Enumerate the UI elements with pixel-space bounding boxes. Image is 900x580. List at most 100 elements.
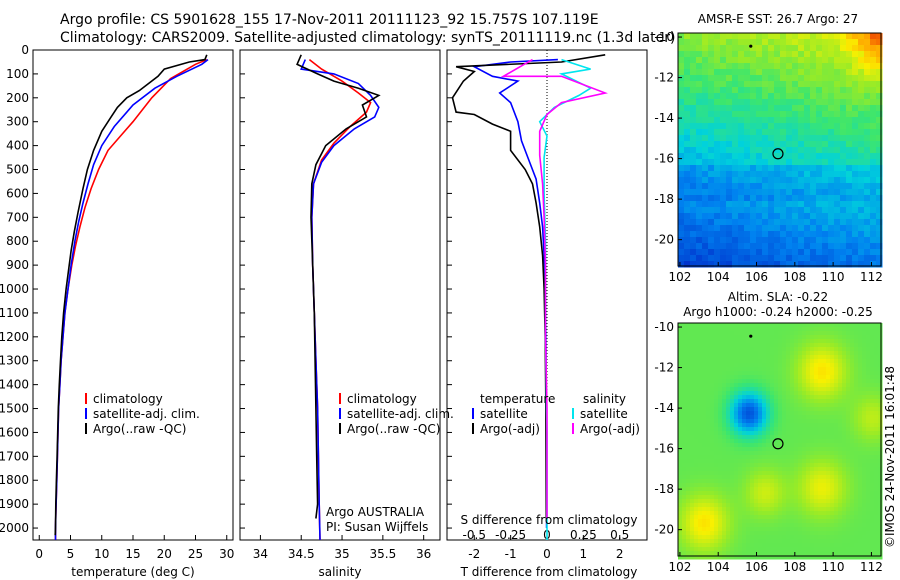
sst-cell	[774, 63, 781, 70]
sla-cell	[694, 359, 699, 364]
sst-cell	[768, 81, 775, 88]
sla-cell	[714, 323, 719, 328]
sla-cell	[694, 511, 699, 516]
salinity-line-1	[300, 59, 380, 541]
sla-cell	[810, 391, 815, 396]
sla-cell	[798, 339, 803, 344]
sla-cell	[774, 507, 779, 512]
sla-cell	[726, 331, 731, 336]
sla-cell	[802, 419, 807, 424]
sst-cell	[762, 51, 769, 58]
sla-cell	[846, 507, 851, 512]
sst-cell	[732, 57, 739, 64]
sla-cell	[678, 455, 683, 460]
sla-cell	[706, 423, 711, 428]
sst-cell	[732, 261, 739, 268]
sst-cell	[750, 63, 757, 70]
sla-cell	[770, 379, 775, 384]
sla-cell	[726, 359, 731, 364]
sla-cell	[846, 403, 851, 408]
sst-cell	[840, 219, 847, 226]
sla-cell	[810, 511, 815, 516]
sla-cell	[750, 403, 755, 408]
sla-cell	[870, 343, 875, 348]
sla-cell	[870, 407, 875, 412]
sla-cell	[814, 455, 819, 460]
sla-cell	[762, 543, 767, 548]
sla-cell	[814, 371, 819, 376]
sla-cell	[778, 511, 783, 516]
sla-cell	[786, 335, 791, 340]
sla-cell	[818, 335, 823, 340]
sla-cell	[710, 335, 715, 340]
sla-cell	[750, 503, 755, 508]
sla-cell	[746, 415, 751, 420]
sla-cell	[706, 551, 711, 556]
sst-cell	[792, 135, 799, 142]
sla-cell	[778, 551, 783, 556]
sla-cell	[838, 455, 843, 460]
sst-cell	[720, 123, 727, 130]
sla-cell	[802, 343, 807, 348]
sla-cell	[798, 403, 803, 408]
sla-cell	[806, 419, 811, 424]
sst-cell	[864, 237, 871, 244]
sla-cell	[754, 443, 759, 448]
sst-cell	[774, 135, 781, 142]
sla-cell	[802, 479, 807, 484]
sst-cell	[876, 159, 883, 166]
sla-cell	[678, 443, 683, 448]
sst-cell	[714, 75, 721, 82]
sla-cell	[718, 467, 723, 472]
sla-cell	[794, 467, 799, 472]
sla-cell	[874, 395, 879, 400]
sla-cell	[750, 375, 755, 380]
sla-cell	[734, 339, 739, 344]
sla-cell	[818, 499, 823, 504]
sst-cell	[708, 207, 715, 214]
sla-cell	[742, 443, 747, 448]
difference-axes: -2 -1 0 1 2-0.5 -0.25 0 0.25 0.5	[447, 49, 629, 561]
sla-cell	[866, 411, 871, 416]
sla-cell	[702, 491, 707, 496]
sla-cell	[858, 495, 863, 500]
sla-cell	[838, 511, 843, 516]
sla-cell	[722, 415, 727, 420]
sla-cell	[866, 439, 871, 444]
sst-cell	[828, 87, 835, 94]
sla-cell	[714, 383, 719, 388]
sla-cell	[850, 515, 855, 520]
sla-cell	[758, 523, 763, 528]
sla-cell	[854, 467, 859, 472]
sst-cell	[810, 87, 817, 94]
sla-cell	[782, 531, 787, 536]
sla-cell	[726, 491, 731, 496]
sst-cell	[738, 225, 745, 232]
sla-cell	[870, 499, 875, 504]
sla-cell	[802, 403, 807, 408]
sla-cell	[742, 415, 747, 420]
sla-cell	[718, 355, 723, 360]
sla-cell	[782, 447, 787, 452]
sla-cell	[850, 471, 855, 476]
sla-cell	[814, 411, 819, 416]
x-tick-label: 5	[67, 547, 75, 561]
sla-cell	[770, 343, 775, 348]
sla-cell	[742, 463, 747, 468]
sst-cell	[684, 123, 691, 130]
sst-cell	[756, 213, 763, 220]
sla-cell	[770, 523, 775, 528]
sla-cell	[810, 427, 815, 432]
sla-cell	[742, 427, 747, 432]
sla-cell	[826, 507, 831, 512]
sla-cell	[686, 507, 691, 512]
sla-cell	[730, 327, 735, 332]
sst-cell	[780, 57, 787, 64]
sst-cell	[702, 261, 709, 268]
sla-cell	[698, 399, 703, 404]
sst-cell	[684, 255, 691, 262]
sla-cell	[722, 435, 727, 440]
sla-cell	[734, 355, 739, 360]
sst-cell	[804, 153, 811, 160]
x-tick-label: 34.5	[288, 547, 315, 561]
